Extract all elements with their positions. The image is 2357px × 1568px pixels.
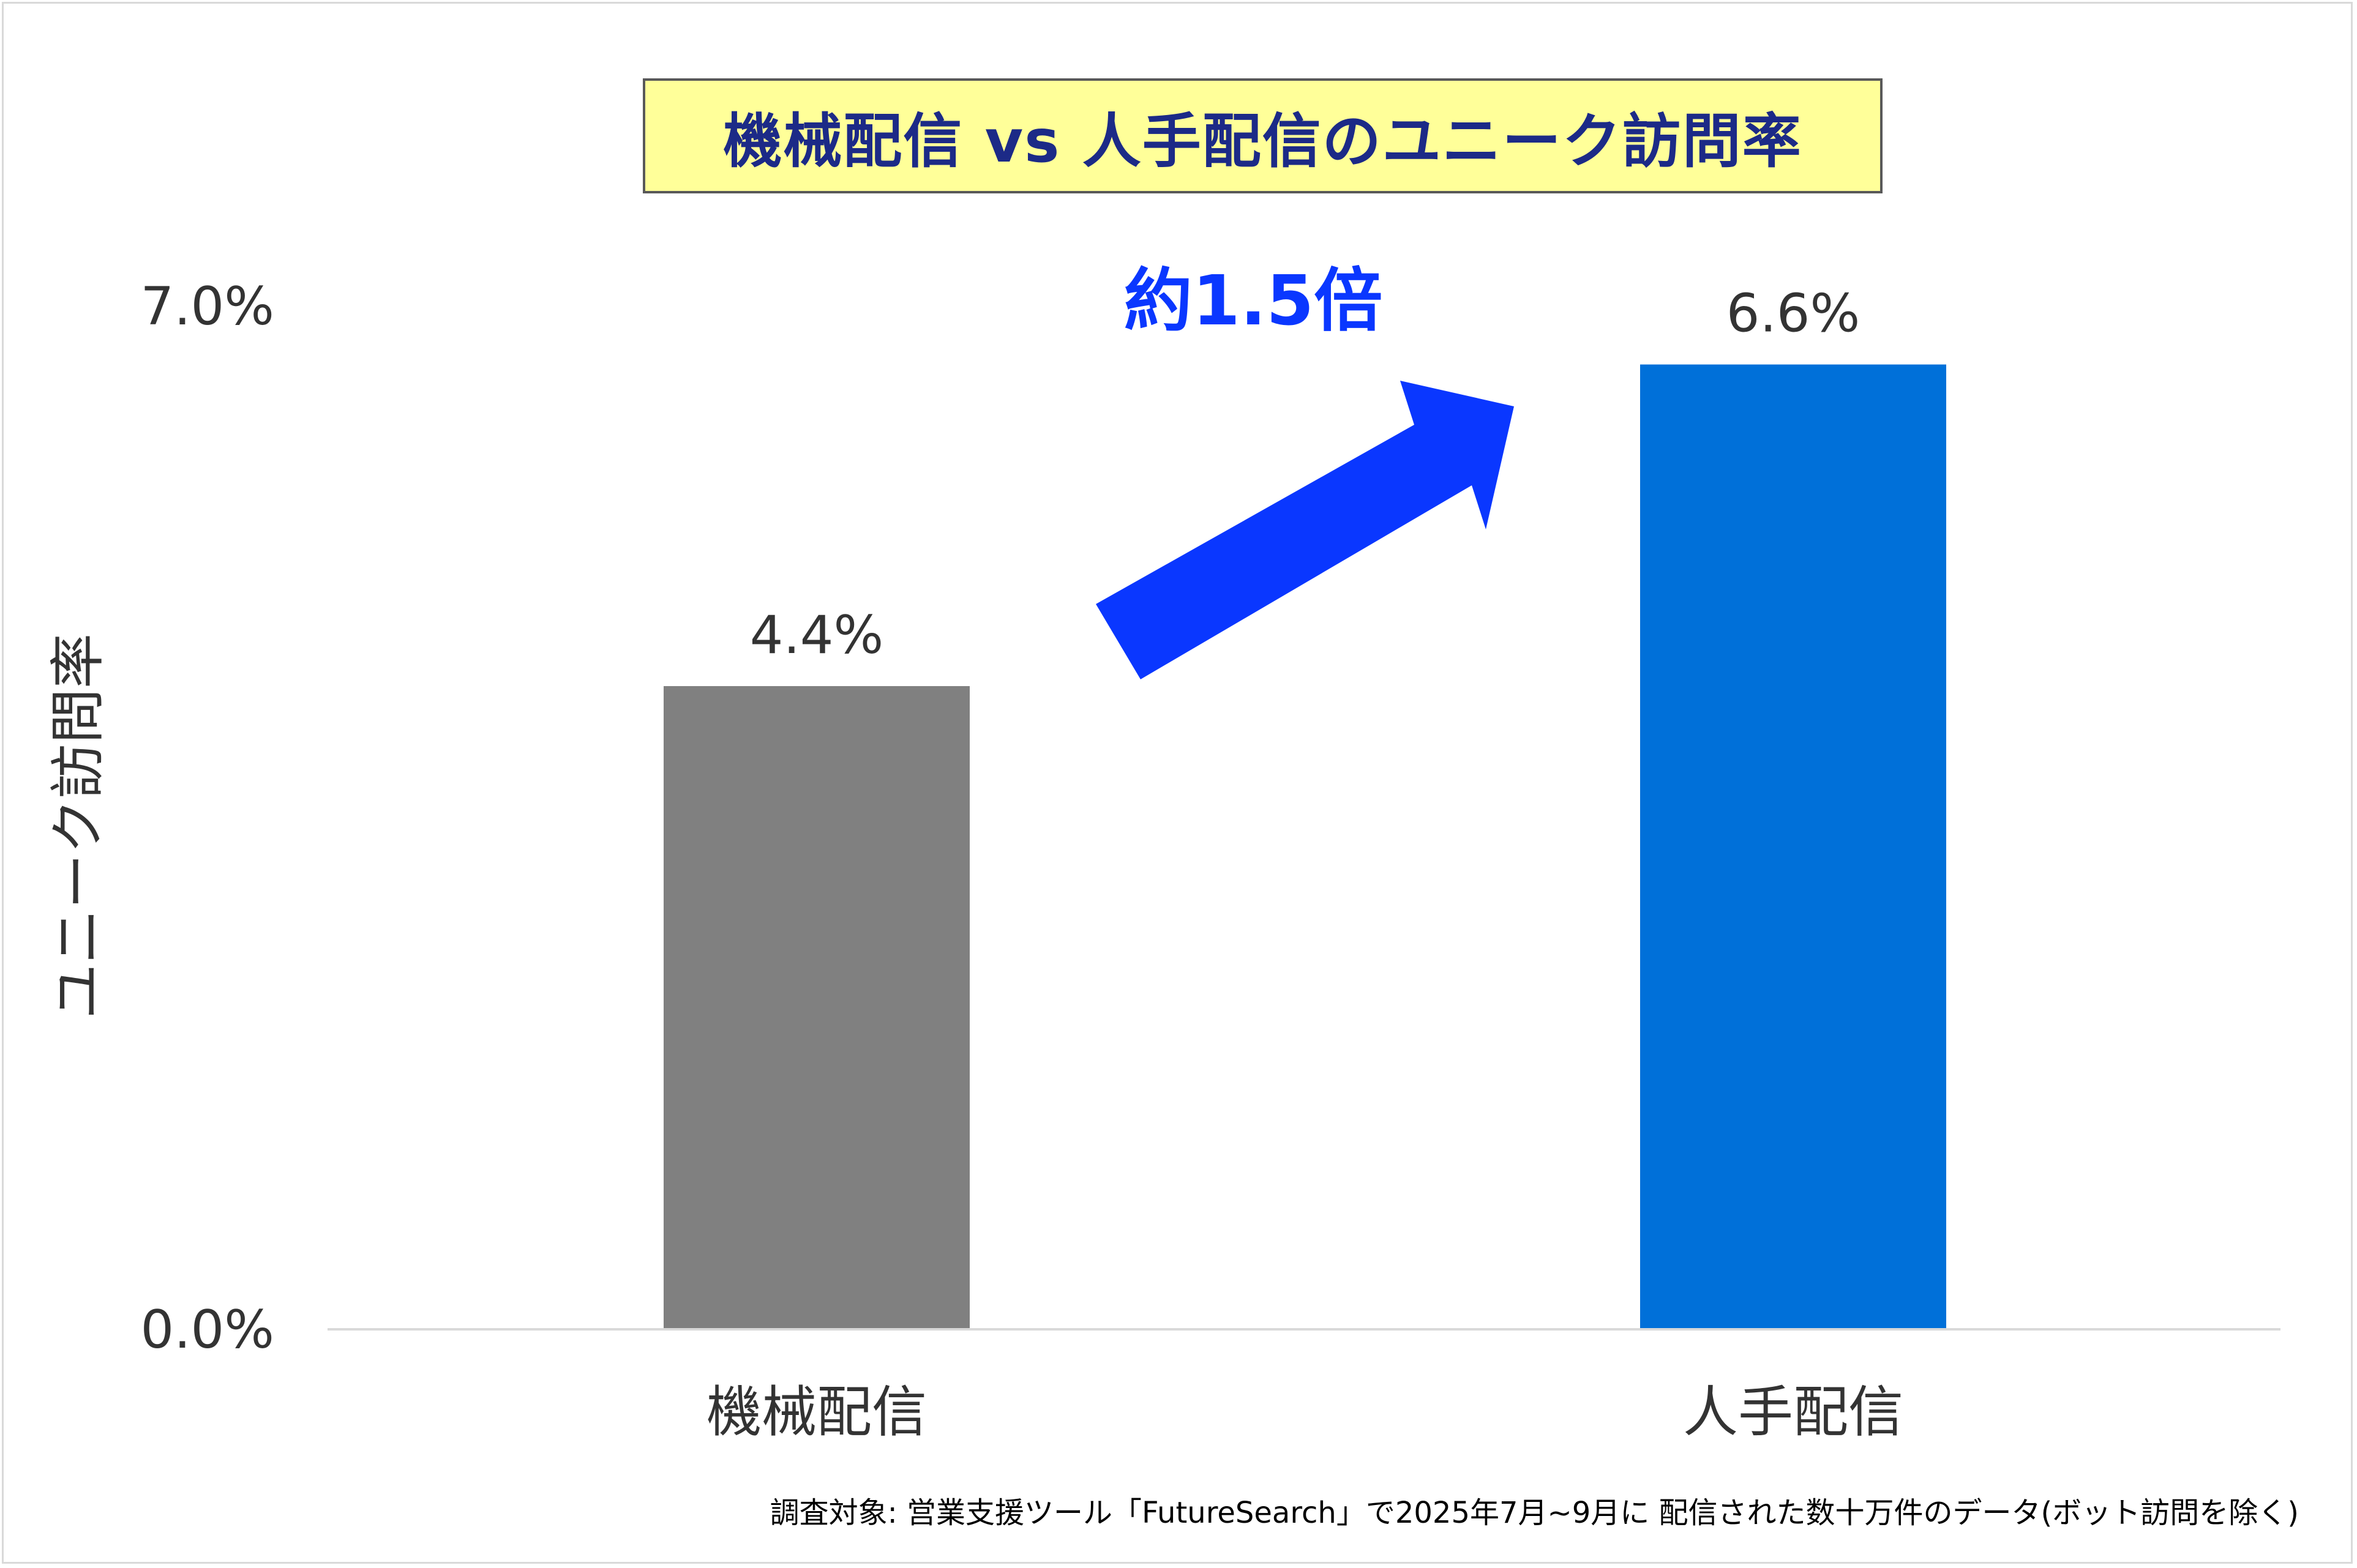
chart-title: 機械配信 vs 人手配信のユニーク訪問率 bbox=[723, 106, 1802, 176]
x-tick-label: 人手配信 bbox=[1683, 1380, 1903, 1444]
bar-value-label: 4.4% bbox=[750, 605, 884, 666]
y-axis-label: ユニーク訪問率 bbox=[46, 633, 110, 1019]
increase-annotation: 約1.5倍 bbox=[1124, 261, 1382, 341]
y-axis-ticks: 0.0% 7.0% bbox=[141, 276, 275, 1361]
y-tick-label: 0.0% bbox=[141, 1299, 275, 1361]
chart-title-box: 機械配信 vs 人手配信のユニーク訪問率 bbox=[643, 78, 1883, 193]
increase-arrow bbox=[1096, 381, 1514, 679]
y-tick-label: 7.0% bbox=[141, 276, 275, 337]
bar bbox=[1640, 364, 1946, 1329]
footnote: 調査対象: 営業支援ツール「FutureSearch」で2025年7月~9月に … bbox=[770, 1496, 2299, 1530]
bar bbox=[664, 686, 970, 1329]
x-tick-label: 機械配信 bbox=[706, 1380, 927, 1444]
plot-area: 4.4% 機械配信 6.6% 人手配信 bbox=[664, 283, 1946, 1444]
bar-value-label: 6.6% bbox=[1726, 283, 1860, 345]
